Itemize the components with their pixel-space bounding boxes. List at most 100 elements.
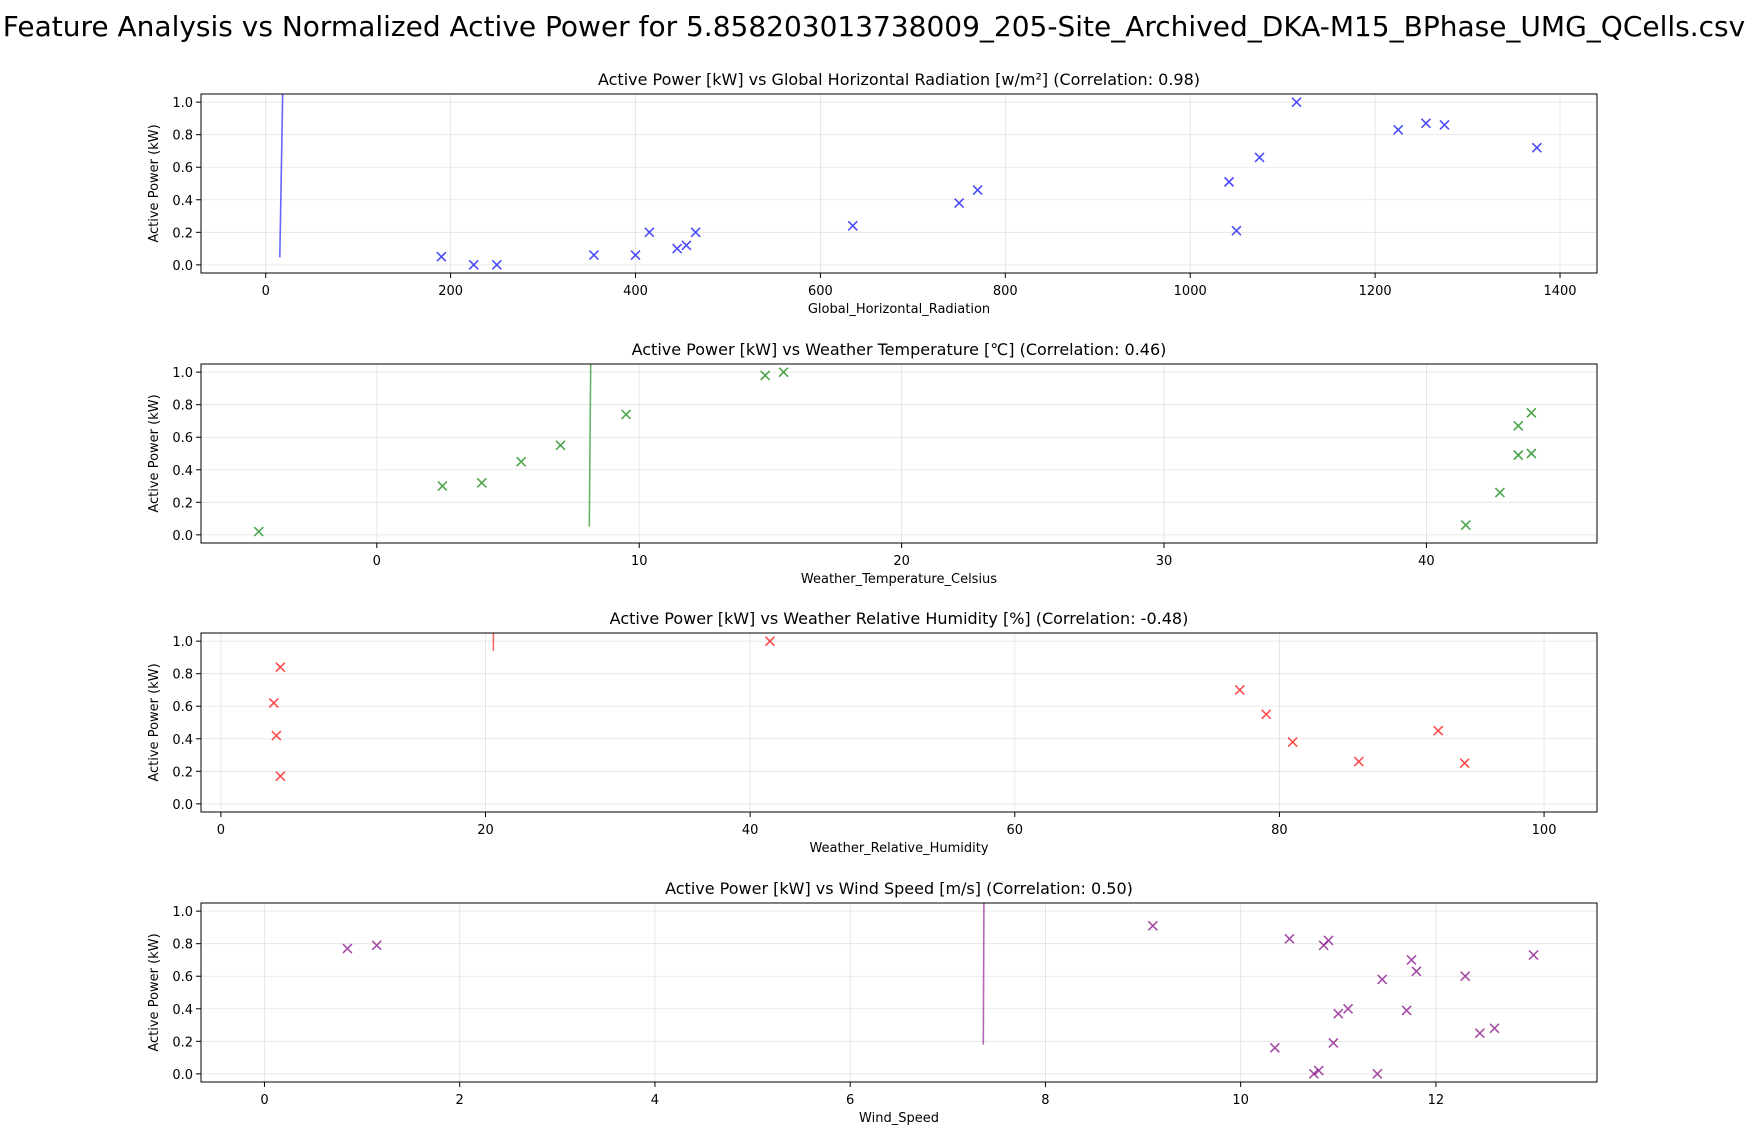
data-point bbox=[1313, 1065, 1324, 1076]
data-point bbox=[1261, 709, 1272, 720]
y-tick-label: 0.2 bbox=[172, 226, 193, 241]
axes-frame bbox=[200, 363, 1598, 544]
scatter-points bbox=[268, 1, 1470, 782]
x-tick-label: 2 bbox=[456, 1093, 464, 1108]
x-tick-label: 1200 bbox=[1359, 284, 1392, 299]
data-point bbox=[491, 259, 502, 270]
y-tick-label: 0.6 bbox=[172, 161, 193, 176]
x-tick-label: 30 bbox=[1156, 554, 1173, 569]
axes-frame bbox=[200, 93, 1598, 274]
subplot-2: 0 10 20 30 40 0.0 0.2 0.4 0.6 0.8 1.0 Active Power … bbox=[147, 1, 1598, 587]
y-tick-label: 0.4 bbox=[172, 194, 193, 209]
data-point bbox=[437, 480, 448, 492]
x-axis-label: Global_Horizontal_Radiation bbox=[808, 302, 990, 317]
data-point bbox=[847, 220, 858, 231]
y-tick-label: 1.0 bbox=[172, 905, 193, 920]
axes-frame bbox=[200, 902, 1598, 1083]
data-point bbox=[1377, 974, 1388, 985]
data-point bbox=[1401, 1005, 1412, 1016]
x-tick-label: 20 bbox=[893, 554, 910, 569]
data-point bbox=[1489, 1023, 1500, 1034]
data-point bbox=[371, 940, 382, 951]
data-point bbox=[1291, 97, 1302, 108]
data-point bbox=[690, 227, 701, 238]
data-point bbox=[275, 771, 286, 782]
x-tick-label: 40 bbox=[742, 823, 759, 838]
data-point bbox=[1393, 124, 1404, 135]
x-tick-label: 0 bbox=[260, 1093, 268, 1108]
data-point bbox=[644, 227, 655, 238]
data-point bbox=[1406, 954, 1417, 966]
y-tick-label: 0.0 bbox=[172, 259, 193, 274]
data-point bbox=[1269, 1042, 1280, 1053]
y-tick-label: 0.8 bbox=[172, 129, 193, 144]
data-point bbox=[1513, 450, 1524, 461]
data-point bbox=[630, 250, 641, 261]
x-tick-label: 400 bbox=[623, 284, 648, 299]
data-point bbox=[1526, 448, 1537, 459]
data-point bbox=[1474, 1028, 1485, 1039]
y-tick-label: 0.0 bbox=[172, 529, 193, 544]
y-tick-label: 0.0 bbox=[172, 798, 193, 813]
point-cloud bbox=[531, 1, 594, 532]
data-point bbox=[1420, 118, 1432, 129]
data-point bbox=[1531, 142, 1542, 153]
y-tick-label: 0.2 bbox=[172, 765, 193, 780]
data-point bbox=[1234, 684, 1245, 696]
y-tick-label: 0.2 bbox=[172, 1035, 193, 1050]
data-point bbox=[1353, 756, 1364, 767]
subplot-title: Active Power [kW] vs Weather Relative Hu… bbox=[610, 609, 1189, 628]
x-tick-label: 12 bbox=[1428, 1093, 1445, 1108]
y-tick-label: 0.4 bbox=[172, 464, 193, 479]
x-tick-label: 0 bbox=[373, 554, 381, 569]
scatter-points bbox=[342, 1, 1539, 1079]
data-point bbox=[1459, 758, 1470, 769]
x-tick-label: 1400 bbox=[1543, 284, 1576, 299]
x-tick-label: 100 bbox=[1532, 823, 1557, 838]
data-point bbox=[476, 477, 487, 488]
data-point bbox=[778, 367, 789, 378]
x-tick-label: 200 bbox=[438, 284, 463, 299]
data-point bbox=[342, 943, 353, 954]
data-point bbox=[672, 243, 683, 254]
scatter-points bbox=[262, 1, 1542, 270]
data-point bbox=[253, 526, 264, 537]
data-point bbox=[1223, 176, 1235, 187]
x-tick-label: 80 bbox=[1271, 823, 1288, 838]
data-point bbox=[1284, 933, 1295, 944]
x-tick-label: 6 bbox=[846, 1093, 854, 1108]
subplot-4: 0 2 4 6 8 10 12 0.0 0.2 0.4 0.6 0.8 1.0 Active Power … bbox=[147, 1, 1598, 1126]
data-point bbox=[1308, 1068, 1319, 1079]
axes-frame bbox=[200, 632, 1598, 813]
x-axis-label: Weather_Relative_Humidity bbox=[809, 841, 988, 856]
x-tick-label: 60 bbox=[1007, 823, 1024, 838]
x-tick-label: 20 bbox=[477, 823, 494, 838]
data-point bbox=[1439, 119, 1450, 130]
y-axis-label: Active Power (kW) bbox=[147, 394, 162, 512]
subplot-title: Active Power [kW] vs Global Horizontal R… bbox=[598, 70, 1200, 89]
x-tick-label: 4 bbox=[651, 1093, 659, 1108]
data-point bbox=[555, 440, 566, 451]
data-point bbox=[1342, 1003, 1354, 1014]
data-point bbox=[271, 730, 282, 741]
scatter-points bbox=[253, 1, 1537, 537]
data-point bbox=[268, 697, 279, 709]
subplot-title: Active Power [kW] vs Weather Temperature… bbox=[632, 340, 1167, 359]
data-point bbox=[516, 456, 527, 467]
y-tick-label: 0.2 bbox=[172, 496, 193, 511]
y-tick-label: 0.4 bbox=[172, 733, 193, 748]
data-point bbox=[1433, 725, 1444, 736]
y-tick-label: 1.0 bbox=[172, 635, 193, 650]
y-tick-label: 0.8 bbox=[172, 668, 193, 683]
x-tick-label: 1000 bbox=[1174, 284, 1207, 299]
data-point bbox=[1526, 407, 1537, 418]
x-tick-label: 0 bbox=[262, 284, 270, 299]
x-tick-label: 600 bbox=[808, 284, 833, 299]
x-tick-label: 40 bbox=[1418, 554, 1435, 569]
data-point bbox=[1460, 971, 1471, 982]
x-tick-label: 0 bbox=[217, 823, 225, 838]
x-tick-label: 800 bbox=[993, 284, 1018, 299]
x-tick-label: 8 bbox=[1041, 1093, 1049, 1108]
data-point bbox=[1147, 920, 1158, 931]
y-tick-label: 0.6 bbox=[172, 700, 193, 715]
